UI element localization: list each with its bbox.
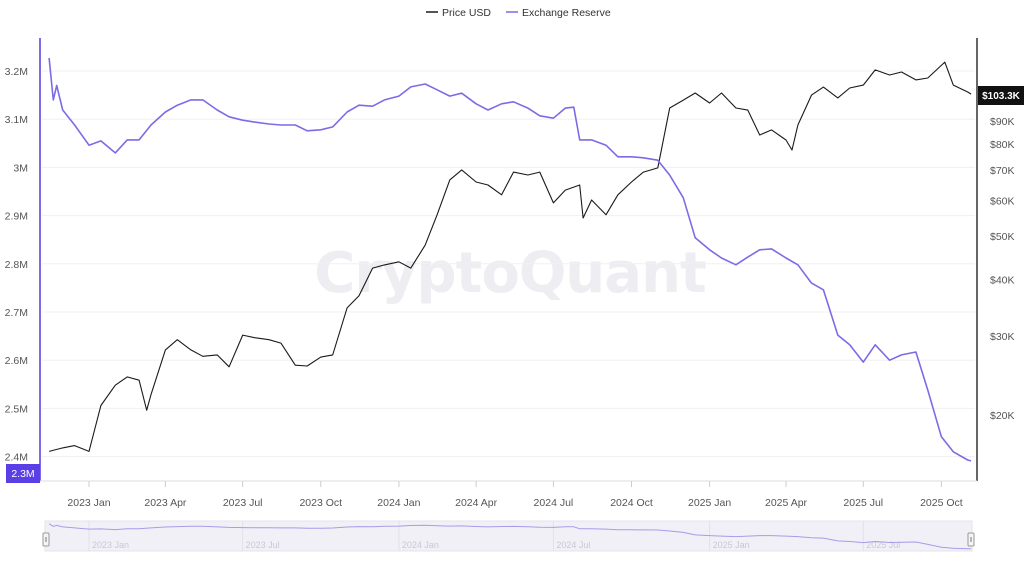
navigator-track[interactable]: [44, 520, 973, 552]
x-tick-label: 2025 Jul: [843, 497, 883, 509]
legend-item-reserve[interactable]: Exchange Reserve: [506, 7, 611, 19]
right-tick-label: $20K: [990, 410, 1015, 422]
navigator-reserve-line: [48, 523, 972, 550]
left-tick-label: 2.8M: [5, 259, 28, 271]
x-tick-label: 2024 Oct: [610, 497, 653, 509]
legend-reserve-label: Exchange Reserve: [522, 7, 611, 19]
right-tick-label: $60K: [990, 195, 1015, 207]
legend[interactable]: Price USD Exchange Reserve: [426, 7, 611, 19]
price-usd-line: [48, 61, 972, 452]
x-tick-label: 2025 Jan: [688, 497, 731, 509]
range-navigator[interactable]: 2023 Jan 2023 Jul 2024 Jan 2024 Jul 2025 Jan…: [42, 520, 975, 552]
left-tick-label: 2.5M: [5, 403, 28, 415]
x-tick-label: 2024 Jan: [377, 497, 420, 509]
right-tick-label: $30K: [990, 331, 1015, 343]
watermark: CryptoQuant: [314, 241, 706, 306]
navigator-label: 2023 Jul: [246, 540, 280, 550]
price-current-value: $103.3K: [982, 91, 1021, 102]
legend-item-price[interactable]: Price USD: [426, 7, 491, 19]
x-tick-label: 2023 Oct: [299, 497, 342, 509]
right-axis: $90K $80K $70K $60K $50K $40K $30K $20K: [990, 116, 1015, 422]
right-tick-label: $90K: [990, 116, 1015, 128]
exchange-reserve-line: [48, 57, 972, 462]
navigator-label: 2024 Jan: [402, 540, 439, 550]
x-tick-label: 2024 Apr: [455, 497, 498, 509]
reserve-current-value: 2.3M: [11, 468, 34, 480]
right-tick-label: $70K: [990, 165, 1015, 177]
right-tick-label: $80K: [990, 139, 1015, 151]
right-tick-label: $50K: [990, 231, 1015, 243]
reserve-current-label: 2.3M: [6, 464, 40, 483]
left-tick-label: 2.7M: [5, 307, 28, 319]
navigator-handle-right[interactable]: [967, 532, 975, 547]
x-tick-label: 2025 Oct: [920, 497, 963, 509]
x-tick-label: 2023 Jul: [223, 497, 263, 509]
left-tick-label: 2.9M: [5, 211, 28, 223]
legend-price-label: Price USD: [442, 7, 491, 19]
left-tick-label: 3.2M: [5, 66, 28, 78]
x-axis: 2023 Jan 2023 Apr 2023 Jul 2023 Oct 2024 Jan…: [67, 481, 963, 509]
left-tick-label: 3M: [13, 162, 28, 174]
left-tick-label: 2.6M: [5, 355, 28, 367]
navigator-label: 2025 Jan: [713, 540, 750, 550]
x-tick-label: 2025 Apr: [765, 497, 808, 509]
left-tick-label: 3.1M: [5, 114, 28, 126]
x-tick-label: 2023 Jan: [67, 497, 110, 509]
left-tick-label: 2.4M: [5, 452, 28, 464]
x-tick-label: 2024 Jul: [534, 497, 574, 509]
price-current-label: $103.3K: [978, 86, 1024, 105]
left-axis: 3.2M 3.1M 3M 2.9M 2.8M 2.7M 2.6M 2.5M 2.4M: [5, 66, 28, 464]
plot-area: [48, 57, 972, 462]
navigator-label: 2023 Jan: [92, 540, 129, 550]
navigator-label: 2024 Jul: [556, 540, 590, 550]
x-tick-label: 2023 Apr: [144, 497, 187, 509]
navigator-handle-left[interactable]: [42, 532, 50, 547]
right-tick-label: $40K: [990, 275, 1015, 287]
gridlines: [42, 70, 975, 458]
navigator-label: 2025 Jul: [866, 540, 900, 550]
